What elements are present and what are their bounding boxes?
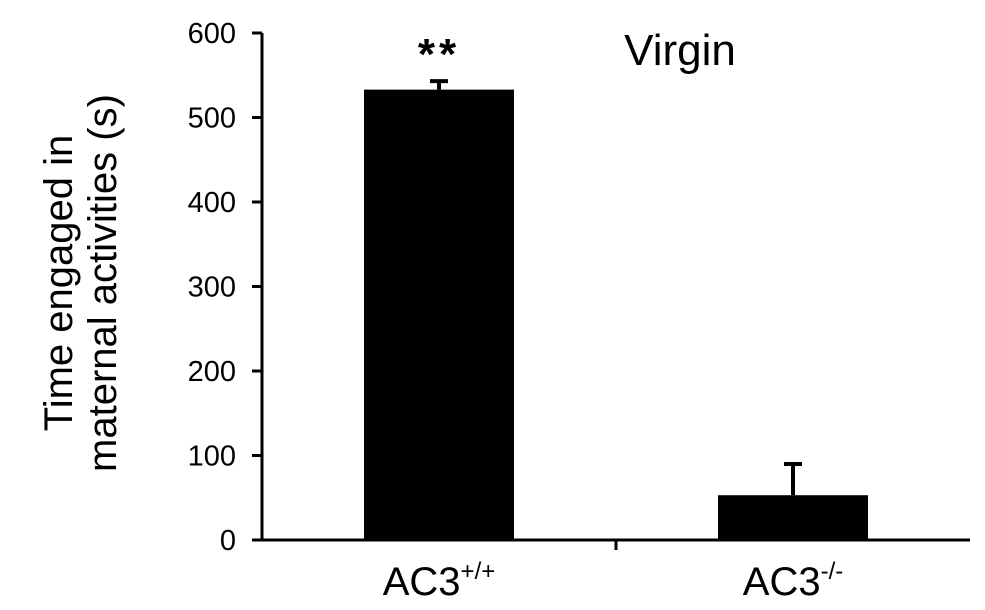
y-axis-title-line-2: maternal activities (s)	[81, 94, 125, 472]
x-category-label: AC3+/+	[383, 558, 496, 604]
y-tick-label: 200	[188, 356, 236, 388]
x-category-label: AC3-/-	[743, 558, 843, 604]
significance-marker: **	[418, 30, 460, 79]
error-bars	[430, 79, 802, 496]
significance-annotations: **	[418, 30, 460, 79]
panel-label: Virgin	[624, 26, 736, 75]
bars	[364, 89, 868, 541]
y-tick-label: 500	[188, 103, 236, 135]
y-tick-label: 300	[188, 272, 236, 304]
y-axis-title: Time engaged in maternal activities (s)	[37, 94, 125, 472]
y-tick-label: 400	[188, 187, 236, 219]
x-category-labels: AC3+/+ AC3-/-	[383, 558, 843, 604]
y-ticks: 0 100 200 300 400 500 600	[188, 18, 262, 557]
y-tick-label: 600	[188, 18, 236, 50]
y-tick-label: 100	[188, 441, 236, 473]
y-tick-label: 0	[220, 525, 236, 557]
bar	[364, 89, 514, 541]
bar	[718, 495, 868, 540]
y-axis-title-line-1: Time engaged in	[37, 135, 81, 431]
